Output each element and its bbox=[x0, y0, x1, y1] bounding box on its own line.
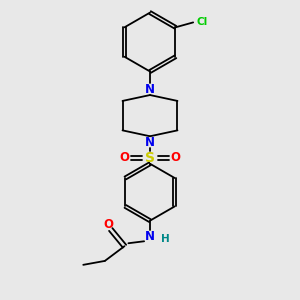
Text: N: N bbox=[145, 82, 155, 96]
Text: O: O bbox=[119, 152, 130, 164]
Text: O: O bbox=[104, 218, 114, 231]
Text: S: S bbox=[145, 151, 155, 165]
Text: N: N bbox=[145, 136, 155, 148]
Text: O: O bbox=[170, 152, 181, 164]
Text: N: N bbox=[145, 230, 155, 243]
Text: H: H bbox=[161, 234, 170, 244]
Text: Cl: Cl bbox=[196, 17, 207, 27]
